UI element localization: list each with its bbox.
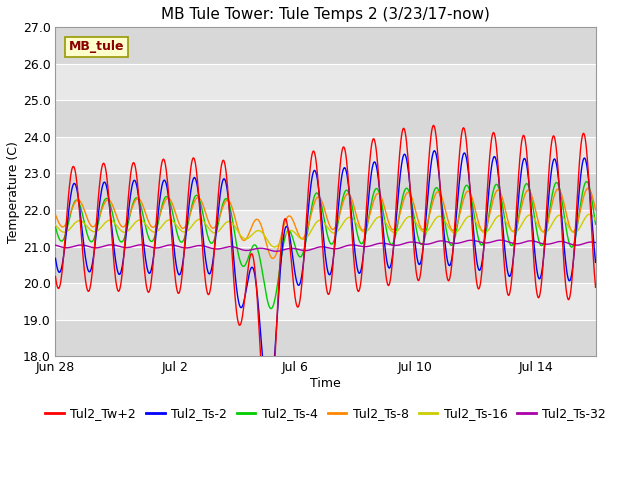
Legend: Tul2_Tw+2, Tul2_Ts-2, Tul2_Ts-4, Tul2_Ts-8, Tul2_Ts-16, Tul2_Ts-32: Tul2_Tw+2, Tul2_Ts-2, Tul2_Ts-4, Tul2_Ts… — [40, 402, 611, 425]
Bar — [56, 173, 596, 210]
Bar — [56, 64, 596, 100]
Title: MB Tule Tower: Tule Temps 2 (3/23/17-now): MB Tule Tower: Tule Temps 2 (3/23/17-now… — [161, 7, 490, 22]
Bar — [56, 137, 596, 173]
X-axis label: Time: Time — [310, 377, 341, 390]
Bar — [56, 210, 596, 247]
Bar — [56, 100, 596, 137]
Y-axis label: Temperature (C): Temperature (C) — [7, 141, 20, 243]
Bar — [56, 283, 596, 320]
Bar — [56, 247, 596, 283]
Bar — [56, 320, 596, 356]
Bar — [56, 27, 596, 64]
Text: MB_tule: MB_tule — [69, 40, 124, 53]
